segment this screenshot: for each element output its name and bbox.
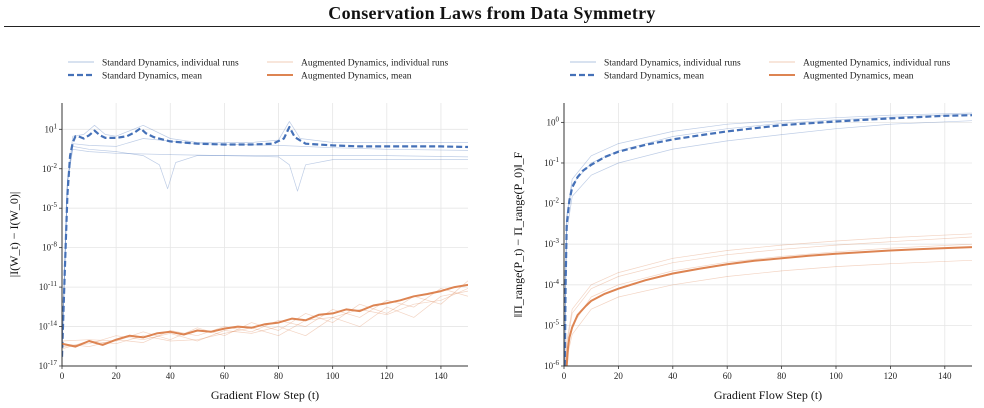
grid-lines (563, 103, 972, 367)
y-tick-label: 10-11 (39, 280, 58, 292)
x-axis-label: Gradient Flow Step (t) (714, 388, 822, 402)
y-tick-label: 10-5 (544, 318, 559, 330)
series-line (565, 233, 972, 366)
x-tick-label: 40 (668, 371, 678, 381)
series-line (62, 290, 468, 347)
legend-label: Augmented Dynamics, mean (301, 72, 412, 82)
series-line (62, 121, 468, 353)
y-tick-label: 10-3 (544, 237, 559, 249)
series-line (564, 113, 972, 366)
series-line (62, 125, 468, 357)
series-line (565, 236, 972, 366)
y-tick-label: 10-1 (544, 156, 559, 168)
y-tick-label: 10-8 (42, 241, 57, 253)
x-tick-label: 120 (884, 371, 898, 381)
legend-label: Augmented Dynamics, individual runs (803, 59, 951, 69)
series-line (565, 259, 972, 366)
x-tick-label: 100 (326, 371, 340, 381)
y-axis-label: |I(W_t) − I(W_0)| (7, 192, 21, 278)
x-tick-label: 60 (220, 371, 230, 381)
series-line (564, 120, 972, 366)
y-axis-label: ‖Π_range(P_t) − Π_range(P_0)‖_F (511, 151, 525, 317)
series-line (62, 283, 468, 348)
x-tick-label: 80 (274, 371, 284, 381)
x-tick-label: 20 (112, 371, 122, 381)
left-chart-panel: 0 20 40 60 80 100 120 140 10-17 10-14 10-11 10-8 10-… (7, 59, 468, 402)
y-tick-label: 100 (547, 115, 560, 127)
y-tick-label: 10-2 (42, 162, 57, 174)
legend-label: Standard Dynamics, individual runs (604, 59, 741, 69)
x-tick-label: 20 (614, 371, 624, 381)
x-tick-label: 100 (829, 371, 843, 381)
x-tick-label: 120 (380, 371, 394, 381)
y-tick-label: 10-2 (544, 197, 559, 209)
series-line (62, 148, 468, 353)
x-tick-label: 60 (723, 371, 733, 381)
x-tick-label: 0 (562, 371, 567, 381)
x-tick-label: 40 (166, 371, 176, 381)
series-line (565, 246, 972, 366)
series-line (564, 114, 972, 366)
series-line (62, 288, 468, 347)
title-rule (4, 26, 980, 27)
y-tick-label: 10-6 (544, 359, 559, 371)
legend-label: Standard Dynamics, mean (604, 72, 704, 82)
y-tick-label: 10-14 (39, 320, 58, 332)
series-line (62, 138, 468, 353)
x-tick-label: 140 (434, 371, 448, 381)
figure-title: Conservation Laws from Data Symmetry (328, 3, 656, 23)
y-tick-label: 10-17 (39, 359, 58, 371)
legend-label: Augmented Dynamics, individual runs (301, 59, 449, 69)
x-axis-label: Gradient Flow Step (t) (211, 388, 319, 402)
x-tick-label: 80 (777, 371, 787, 381)
series-line (62, 288, 468, 350)
y-tick-label: 101 (45, 122, 58, 134)
right-chart-panel: 0 20 40 60 80 100 120 140 10-6 10-5 10-4 10-3 10-2 10… (511, 59, 972, 402)
x-tick-label: 0 (60, 371, 65, 381)
legend: Standard Dynamics, individual runs Augmen… (68, 59, 449, 82)
x-tick-label: 140 (938, 371, 952, 381)
legend-label: Standard Dynamics, individual runs (102, 59, 239, 69)
series-line (62, 146, 468, 353)
legend-label: Standard Dynamics, mean (102, 72, 202, 82)
y-tick-label: 10-4 (544, 278, 559, 290)
series-line (564, 112, 972, 366)
series-group (564, 112, 972, 366)
legend-label: Augmented Dynamics, mean (803, 72, 914, 82)
legend: Standard Dynamics, individual runs Augmen… (570, 59, 951, 82)
y-tick-label: 10-5 (42, 201, 57, 213)
series-group (62, 121, 468, 357)
series-line (565, 243, 972, 366)
